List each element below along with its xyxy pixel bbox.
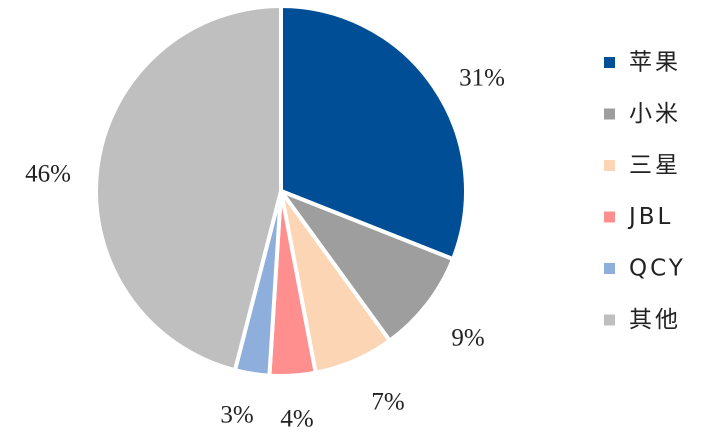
legend-label-4: QCY	[629, 256, 686, 282]
legend-item-3: JBL	[604, 204, 673, 230]
legend-item-0: 苹果	[604, 50, 681, 76]
pie-label-5: 46%	[25, 161, 71, 188]
pie-label-4: 3%	[220, 402, 253, 429]
legend-swatch-4	[604, 263, 615, 274]
legend-item-4: QCY	[604, 256, 686, 282]
legend-label-1: 小米	[629, 101, 681, 127]
legend-label-0: 苹果	[629, 50, 681, 76]
pie-slices	[93, 4, 468, 378]
pie-label-3: 4%	[280, 406, 313, 433]
pie-percent-labels: 31% 9% 7% 4% 3% 46%	[25, 65, 505, 433]
legend-label-2: 三星	[629, 153, 681, 179]
pie-label-2: 7%	[371, 389, 404, 416]
pie-label-1: 9%	[451, 325, 484, 352]
pie-slice-5	[93, 4, 283, 373]
legend-swatch-1	[604, 108, 615, 120]
legend-swatch-5	[604, 314, 615, 326]
legend-item-5: 其他	[604, 307, 681, 333]
legend-item-2: 三星	[604, 153, 681, 179]
pie-slice-0	[279, 4, 468, 262]
legend-swatch-0	[604, 57, 615, 68]
legend-swatch-3	[604, 211, 615, 223]
legend-label-3: JBL	[627, 204, 673, 230]
legend-item-1: 小米	[604, 101, 681, 127]
legend-label-5: 其他	[629, 307, 681, 333]
legend-swatch-2	[604, 160, 615, 171]
pie-slice-1	[279, 189, 456, 343]
pie-label-0: 31%	[459, 65, 505, 92]
